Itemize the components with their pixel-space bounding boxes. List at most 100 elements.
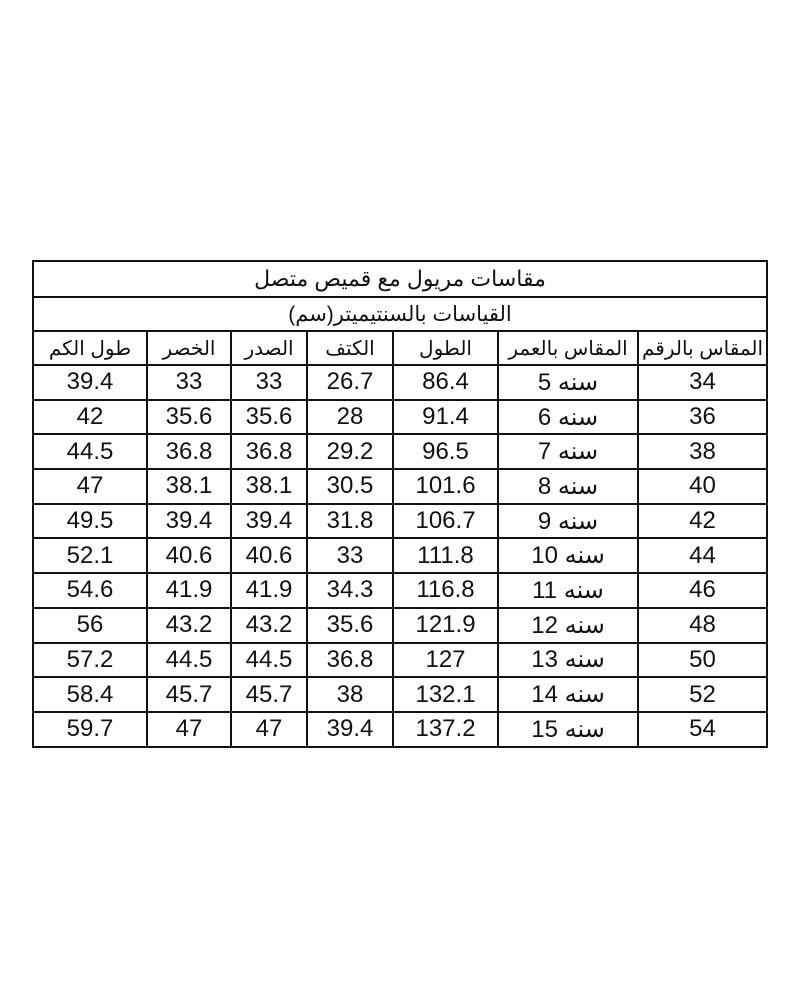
column-header: المقاس بالعمر	[497, 330, 640, 366]
table-cell: 40	[637, 468, 769, 505]
table-cell: 121.9	[392, 606, 500, 644]
table-cell: 39.4	[306, 710, 395, 748]
table-cell: سنه 12	[497, 606, 640, 644]
table-cell: 30.5	[306, 468, 395, 505]
table-cell: 127	[392, 641, 500, 679]
table-cell: سنه 10	[497, 537, 640, 575]
table-cell: 36	[637, 398, 769, 436]
table-cell: 35.6	[306, 606, 395, 644]
table-cell: 40.6	[230, 537, 309, 575]
table-cell: 36.8	[230, 433, 309, 471]
table-cell: 33	[146, 364, 233, 401]
table-cell: 33	[306, 537, 395, 575]
table-cell: 44.5	[146, 641, 233, 679]
table-cell: 59.7	[31, 710, 149, 748]
table-row: 52 سنه 14 132.1 38 45.7 45.7 58.4	[31, 676, 769, 713]
table-subtitle: القياسات بالسنتيميتر(سم)	[31, 296, 769, 332]
table-cell: 41.9	[146, 572, 233, 609]
table-cell: 44.5	[31, 433, 149, 471]
table-cell: 42	[637, 502, 769, 540]
table-cell: 91.4	[392, 398, 500, 436]
table-cell: 56	[31, 606, 149, 644]
table-row: 34 سنه 5 86.4 26.7 33 33 39.4	[31, 364, 769, 401]
table-cell: 47	[31, 468, 149, 505]
table-body: 34 سنه 5 86.4 26.7 33 33 39.4 36 سنه 6 91.4 28 35.6…	[31, 364, 769, 748]
table-cell: 34.3	[306, 572, 395, 609]
table-cell: 39.4	[146, 502, 233, 540]
table-row: 38 سنه 7 96.5 29.2 36.8 36.8 44.5	[31, 433, 769, 471]
table-cell: سنه 7	[497, 433, 640, 471]
table-row: 42 سنه 9 106.7 31.8 39.4 39.4 49.5	[31, 502, 769, 540]
table-cell: 52.1	[31, 537, 149, 575]
column-header: الطول	[392, 330, 500, 366]
table-cell: 101.6	[392, 468, 500, 505]
table-cell: 132.1	[392, 676, 500, 713]
table-head: مقاسات مريول مع قميص متصل القياسات بالسن…	[31, 260, 769, 366]
table-cell: 44	[637, 537, 769, 575]
table-cell: سنه 11	[497, 572, 640, 609]
table-cell: 111.8	[392, 537, 500, 575]
table-row: 40 سنه 8 101.6 30.5 38.1 38.1 47	[31, 468, 769, 505]
header-row: المقاس بالرقم المقاس بالعمر الطول الكتف الصد…	[31, 330, 769, 366]
column-header: الكتف	[306, 330, 395, 366]
table-cell: سنه 8	[497, 468, 640, 505]
table-cell: 31.8	[306, 502, 395, 540]
table-cell: 57.2	[31, 641, 149, 679]
table-cell: سنه 5	[497, 364, 640, 401]
table-cell: 38.1	[230, 468, 309, 505]
table-cell: 43.2	[146, 606, 233, 644]
table-cell: 26.7	[306, 364, 395, 401]
table-title: مقاسات مريول مع قميص متصل	[31, 260, 769, 298]
column-header: المقاس بالرقم	[637, 330, 769, 366]
table-cell: 46	[637, 572, 769, 609]
column-header: الخصر	[146, 330, 233, 366]
table-cell: 39.4	[31, 364, 149, 401]
size-table: مقاسات مريول مع قميص متصل القياسات بالسن…	[31, 260, 769, 748]
table-cell: 40.6	[146, 537, 233, 575]
table-cell: 44.5	[230, 641, 309, 679]
table-cell: 29.2	[306, 433, 395, 471]
table-cell: 38	[306, 676, 395, 713]
table-cell: 45.7	[146, 676, 233, 713]
column-header: الصدر	[230, 330, 309, 366]
table-cell: 39.4	[230, 502, 309, 540]
table-cell: 48	[637, 606, 769, 644]
table-cell: 38.1	[146, 468, 233, 505]
table-cell: 35.6	[230, 398, 309, 436]
table-cell: 50	[637, 641, 769, 679]
column-header: طول الكم	[31, 330, 149, 366]
table-cell: 58.4	[31, 676, 149, 713]
table-row: 54 سنه 15 137.2 39.4 47 47 59.7	[31, 710, 769, 748]
table-cell: 86.4	[392, 364, 500, 401]
table-cell: 43.2	[230, 606, 309, 644]
table-cell: سنه 9	[497, 502, 640, 540]
table-cell: 106.7	[392, 502, 500, 540]
subtitle-row: القياسات بالسنتيميتر(سم)	[31, 296, 769, 332]
table-cell: 33	[230, 364, 309, 401]
table-cell: سنه 6	[497, 398, 640, 436]
table-cell: 54	[637, 710, 769, 748]
table-row: 48 سنه 12 121.9 35.6 43.2 43.2 56	[31, 606, 769, 644]
table-cell: 36.8	[306, 641, 395, 679]
table-cell: 47	[146, 710, 233, 748]
table-cell: 36.8	[146, 433, 233, 471]
table-cell: 28	[306, 398, 395, 436]
table-cell: 49.5	[31, 502, 149, 540]
table-cell: 38	[637, 433, 769, 471]
table-cell: سنه 15	[497, 710, 640, 748]
table-cell: 116.8	[392, 572, 500, 609]
table-cell: 137.2	[392, 710, 500, 748]
table-cell: 96.5	[392, 433, 500, 471]
table-row: 46 سنه 11 116.8 34.3 41.9 41.9 54.6	[31, 572, 769, 609]
table-cell: 42	[31, 398, 149, 436]
table-cell: 34	[637, 364, 769, 401]
table-row: 50 سنه 13 127 36.8 44.5 44.5 57.2	[31, 641, 769, 679]
table-row: 44 سنه 10 111.8 33 40.6 40.6 52.1	[31, 537, 769, 575]
table-cell: 45.7	[230, 676, 309, 713]
table-cell: 47	[230, 710, 309, 748]
table-cell: سنه 13	[497, 641, 640, 679]
table-cell: سنه 14	[497, 676, 640, 713]
table-cell: 52	[637, 676, 769, 713]
table-row: 36 سنه 6 91.4 28 35.6 35.6 42	[31, 398, 769, 436]
